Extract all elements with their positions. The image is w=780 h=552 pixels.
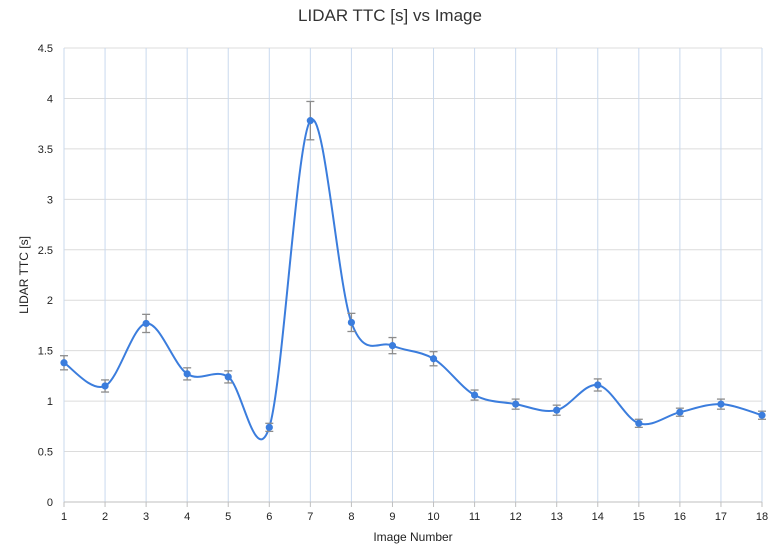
x-tick-label: 14 [592, 511, 604, 523]
y-tick-label: 0.5 [38, 447, 53, 459]
data-point [512, 400, 520, 408]
x-tick-label: 5 [225, 511, 231, 523]
y-axis-title: LIDAR TTC [s] [17, 236, 31, 314]
x-tick-label: 16 [674, 511, 686, 523]
x-tick-label: 4 [184, 511, 190, 523]
data-point [388, 342, 397, 350]
x-tick-label: 11 [469, 511, 480, 523]
grid-lines [63, 47, 763, 502]
y-tick-label: 1.5 [38, 346, 53, 358]
data-point [676, 408, 684, 416]
x-axis-title: Image Number [373, 530, 452, 544]
data-point [142, 319, 150, 328]
x-tick-label: 12 [510, 511, 522, 523]
data-point [635, 419, 643, 427]
x-tick-label: 15 [633, 511, 645, 523]
x-tick-label: 10 [427, 511, 439, 523]
y-tick-label: 3.5 [38, 144, 53, 156]
y-tick-label: 2 [47, 295, 53, 307]
y-tick-label: 1 [47, 396, 53, 408]
data-point [101, 382, 109, 390]
data-point [429, 355, 438, 363]
y-tick-label: 2.5 [38, 245, 53, 257]
x-tick-label: 9 [389, 511, 395, 523]
series-line [63, 118, 763, 441]
data-point [347, 318, 356, 327]
data-point [224, 373, 232, 381]
x-tick-label: 17 [715, 511, 727, 523]
x-tick-label: 3 [143, 511, 149, 523]
x-tick-label: 6 [266, 511, 272, 523]
x-tick-label: 13 [551, 511, 563, 523]
data-point [594, 381, 602, 389]
data-point [183, 370, 191, 378]
data-point [758, 411, 766, 419]
chart-title: LIDAR TTC [s] vs Image [298, 6, 482, 25]
data-point [60, 359, 68, 367]
x-tick-label: 7 [307, 511, 313, 523]
series-layer [60, 100, 766, 441]
axes [63, 501, 763, 507]
data-point [470, 391, 479, 399]
data-point [717, 400, 725, 408]
x-tick-label: 8 [348, 511, 354, 523]
x-tick-label: 18 [756, 511, 768, 523]
data-point [553, 406, 561, 414]
tick-labels: 00.511.522.533.544.51 2 3 4 5 6 7 8 9 10 11 12 13 14 1… [38, 43, 768, 523]
data-point [306, 117, 314, 125]
x-tick-label: 1 [61, 511, 67, 523]
data-point [265, 423, 273, 431]
y-tick-label: 4 [47, 93, 53, 105]
y-tick-label: 3 [47, 194, 53, 206]
y-tick-label: 0 [47, 497, 53, 509]
y-tick-label: 4.5 [38, 43, 53, 55]
x-tick-label: 2 [102, 511, 108, 523]
